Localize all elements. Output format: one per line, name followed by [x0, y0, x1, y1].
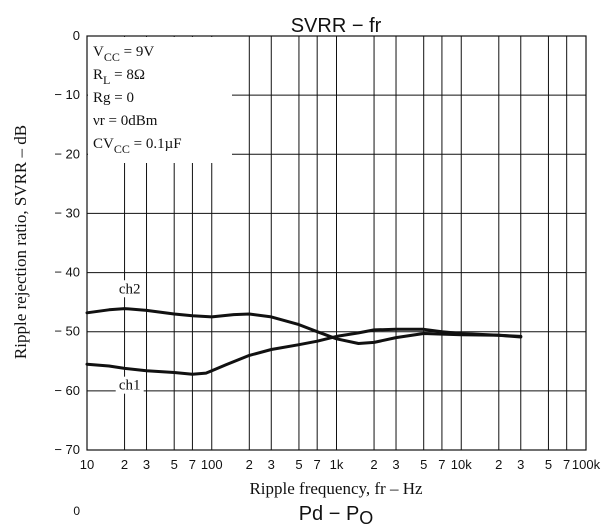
- series-label-ch1: ch1: [119, 378, 141, 394]
- y-tick-label: − 30: [54, 205, 80, 220]
- series-label-ch2: ch2: [119, 281, 141, 297]
- x-tick-label: 3: [143, 457, 150, 472]
- x-tick-label: 3: [268, 457, 275, 472]
- x-tick-label: 5: [295, 457, 302, 472]
- x-tick-label: 1k: [330, 457, 344, 472]
- condition-line: νr = 0dBm: [93, 113, 158, 129]
- condition-line: Rg = 0: [93, 90, 134, 106]
- x-tick-label: 100k: [572, 457, 601, 472]
- condition-line: RL = 8Ω: [93, 67, 145, 87]
- next-chart-title: Pd − PO 0: [73, 503, 373, 528]
- x-tick-label: 5: [545, 457, 552, 472]
- x-tick-label: 3: [392, 457, 399, 472]
- x-tick-labels: 10 2 3 5 7 100 2 3 5 7 1k 2 3 5 7 10k 2 3 5 7 100k: [80, 457, 601, 472]
- x-tick-label: 7: [438, 457, 445, 472]
- x-tick-label: 5: [171, 457, 178, 472]
- x-tick-label: 2: [121, 457, 128, 472]
- x-tick-label: 3: [517, 457, 524, 472]
- x-tick-label: 2: [246, 457, 253, 472]
- x-axis-label: Ripple frequency, fr – Hz: [249, 479, 423, 498]
- series-line-ch2: [85, 307, 523, 345]
- y-tick-label: 0: [73, 28, 80, 43]
- series-label-bg: [115, 376, 144, 394]
- plot-curves: ch2 ch1: [85, 280, 523, 394]
- y-tick-labels: 0 − 10 − 20 − 30 − 40 − 50 − 60 − 70: [54, 28, 80, 457]
- condition-line: VCC = 9V: [93, 44, 154, 64]
- plot-frame: [86, 35, 587, 451]
- x-tick-label: 10k: [451, 457, 472, 472]
- y-tick-label: − 10: [54, 87, 80, 102]
- x-tick-label: 10: [80, 457, 94, 472]
- next-chart-y-tick: 0: [73, 504, 80, 518]
- series-label-bg: [115, 280, 144, 298]
- grid-lines: [87, 36, 586, 450]
- y-tick-label: − 50: [54, 324, 80, 339]
- x-tick-label: 7: [189, 457, 196, 472]
- x-tick-label: 7: [314, 457, 321, 472]
- conditions-box: [88, 37, 232, 163]
- y-tick-label: − 70: [54, 442, 80, 457]
- next-title-text: Pd − PO: [299, 503, 374, 528]
- x-tick-label: 5: [420, 457, 427, 472]
- y-tick-label: − 40: [54, 265, 80, 280]
- x-tick-label: 2: [370, 457, 377, 472]
- x-tick-label: 2: [495, 457, 502, 472]
- x-tick-label: 100: [201, 457, 223, 472]
- test-conditions: VCC = 9V RL = 8Ω Rg = 0 νr = 0dBm CVCC = 0.1…: [93, 44, 182, 156]
- series-line-ch1: [85, 327, 523, 376]
- x-tick-label: 7: [563, 457, 570, 472]
- y-tick-label: − 20: [54, 146, 80, 161]
- y-axis-label: Ripple rejection ratio, SVRR – dB: [11, 125, 30, 359]
- chart-title: SVRR − fr: [291, 15, 382, 37]
- y-tick-label: − 60: [54, 383, 80, 398]
- condition-line: CVCC = 0.1µF: [93, 136, 182, 156]
